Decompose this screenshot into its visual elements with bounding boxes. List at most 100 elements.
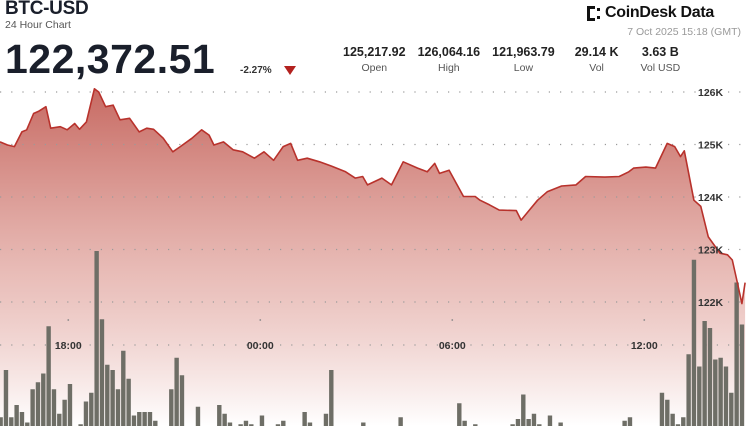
volume-bar — [659, 392, 665, 426]
volume-bar — [622, 420, 627, 426]
volume-bar — [217, 405, 222, 426]
volume-bar — [398, 417, 403, 426]
volume-bar — [131, 415, 137, 426]
stat-label: High — [438, 62, 460, 74]
volume-bar — [729, 392, 734, 426]
volume-bar — [702, 321, 707, 426]
volume-bar — [323, 413, 329, 426]
volume-bar — [259, 415, 265, 426]
coindesk-logo-icon — [587, 5, 601, 21]
volume-bar — [558, 422, 563, 426]
volume-bar — [510, 424, 515, 426]
stat-value: 126,064.16 — [417, 45, 481, 59]
stat-low: 121,963.79 Low — [492, 45, 555, 74]
x-tick-label: 18:00 — [55, 340, 82, 352]
volume-bar — [547, 415, 553, 426]
volume-bar — [35, 382, 41, 426]
volume-bar — [41, 373, 46, 426]
volume-bar — [718, 357, 723, 426]
stat-label: Vol USD — [640, 62, 681, 74]
volume-bar — [627, 417, 633, 426]
volume-bar — [515, 419, 521, 426]
volume-bar — [713, 359, 718, 426]
y-tick-label: 125K — [698, 140, 724, 152]
x-tick-mark — [67, 319, 70, 321]
volume-bar — [281, 420, 286, 426]
volume-bar — [243, 420, 249, 426]
volume-bar — [361, 422, 366, 426]
volume-bar — [734, 282, 739, 426]
volume-bar — [105, 364, 110, 426]
y-tick-label: 124K — [698, 192, 724, 204]
stat-vol: 29.14 K Vol — [575, 45, 619, 74]
logo-text: CoinDesk Data — [605, 4, 715, 21]
volume-bar — [227, 422, 233, 426]
stat-label: Vol — [589, 62, 604, 74]
stat-high: 126,064.16 High — [418, 45, 481, 74]
volume-bar — [329, 370, 334, 426]
stats-row: 125,217.92 Open 126,064.16 High 121,963.79… — [343, 45, 692, 74]
stat-value: 125,217.92 — [343, 45, 406, 59]
timestamp: 7 Oct 2025 15:18 (GMT) — [627, 26, 741, 38]
volume-bar — [57, 413, 62, 426]
volume-bar — [665, 399, 670, 426]
stat-label: Low — [513, 62, 534, 74]
volume-bar — [67, 384, 73, 426]
stat-vol-usd: 3.63 B Vol USD — [640, 45, 680, 74]
volume-bar — [78, 424, 83, 426]
stat-open: 125,217.92 Open — [343, 45, 406, 74]
price-change: -2.27% — [240, 65, 272, 76]
stat-value: 3.63 B — [641, 45, 679, 59]
volume-bar — [723, 366, 729, 426]
volume-bar — [25, 422, 30, 426]
volume-bar — [30, 389, 35, 426]
y-tick-label: 122K — [698, 297, 724, 309]
x-tick-mark — [643, 319, 646, 321]
volume-bar — [670, 413, 675, 426]
volume-bar — [46, 326, 51, 426]
volume-bar — [707, 328, 713, 426]
x-tick-mark — [259, 319, 262, 321]
volume-bar — [174, 357, 179, 426]
chart-subtitle: 24 Hour Chart — [5, 19, 71, 31]
volume-bar — [473, 424, 478, 426]
volume-bar — [137, 412, 142, 426]
volume-bar — [302, 412, 307, 426]
volume-bar — [121, 350, 126, 426]
stat-value: 29.14 K — [574, 45, 619, 59]
volume-bar — [531, 413, 537, 426]
volume-bar — [462, 420, 467, 426]
volume-bar — [691, 259, 697, 426]
volume-bar — [697, 366, 702, 426]
volume-bar — [89, 392, 94, 426]
volume-bar — [126, 378, 131, 426]
stat-label: Open — [361, 62, 388, 74]
volume-bar — [19, 412, 25, 426]
y-tick-label: 126K — [698, 87, 724, 99]
volume-bar — [249, 424, 254, 426]
x-tick-label: 06:00 — [439, 340, 466, 352]
price-line — [0, 88, 746, 305]
volume-bar — [238, 424, 243, 426]
volume-bar — [675, 424, 681, 426]
volume-bar — [686, 354, 691, 426]
volume-bar — [51, 389, 57, 426]
y-tick-label: 123K — [698, 245, 724, 257]
volume-bar — [3, 370, 9, 426]
volume-bar — [169, 389, 174, 426]
volume-bar — [99, 319, 105, 426]
current-price: 122,372.51 — [5, 36, 216, 82]
pair-title: BTC-USD — [5, 0, 89, 19]
volume-bar — [94, 251, 99, 426]
volume-bar — [457, 403, 462, 426]
volume-bar — [526, 419, 531, 426]
x-tick-label: 00:00 — [247, 340, 274, 352]
volume-bar — [115, 389, 121, 426]
volume-bar — [179, 375, 185, 426]
coindesk-logo: CoinDesk Data — [587, 4, 714, 22]
volume-bar — [537, 424, 542, 426]
volume-bar — [275, 424, 281, 426]
volume-bar — [147, 412, 153, 426]
volume-bar — [0, 417, 3, 426]
